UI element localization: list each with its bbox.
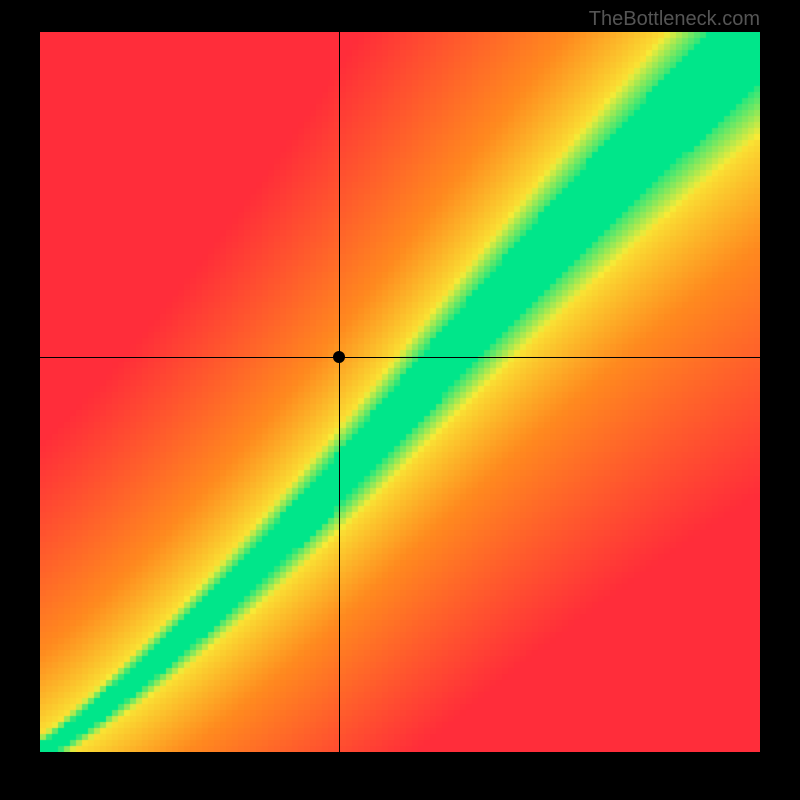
heatmap-canvas bbox=[40, 32, 760, 752]
chart-container: TheBottleneck.com bbox=[0, 0, 800, 800]
crosshair-horizontal bbox=[40, 357, 760, 358]
plot-area bbox=[40, 32, 760, 752]
crosshair-marker bbox=[333, 351, 345, 363]
crosshair-vertical bbox=[339, 32, 340, 752]
watermark-text: TheBottleneck.com bbox=[589, 8, 760, 31]
